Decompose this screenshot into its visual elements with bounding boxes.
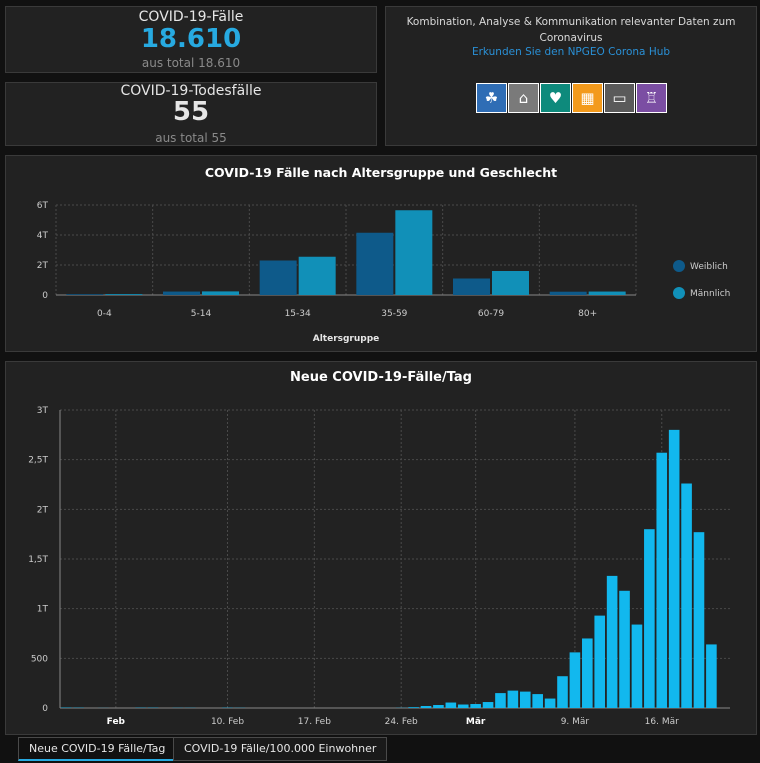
age-ytick-label: 6T <box>37 201 49 211</box>
daily-chart-panel: Neue COVID-19-Fälle/Tag 0 500 1T 1,5T 2T 2,5T… <box>5 361 757 735</box>
daily-ytick-label: 500 <box>31 654 48 664</box>
age-category-label: 80+ <box>578 309 597 319</box>
daily-bar <box>544 698 556 708</box>
daily-bar <box>569 652 581 708</box>
daily-bar <box>519 691 531 708</box>
daily-chart-title: Neue COVID-19-Fälle/Tag <box>290 370 472 385</box>
kpi-cases-panel: COVID-19-Fälle 18.610 aus total 18.610 <box>5 6 377 73</box>
daily-bar <box>408 707 419 708</box>
age-bar-weiblich <box>549 291 587 295</box>
age-ytick-label: 4T <box>37 231 49 241</box>
age-bar-männlich <box>588 291 626 295</box>
kpi-deaths-title: COVID-19-Todesfälle <box>120 83 262 99</box>
age-category-label: 5-14 <box>191 309 212 319</box>
kpi-cases-value: 18.610 <box>140 24 242 54</box>
monument-icon[interactable]: ♖ <box>636 83 667 113</box>
kpi-cases-title: COVID-19-Fälle <box>138 9 244 25</box>
age-bar-weiblich <box>356 232 394 295</box>
age-category-label: 0-4 <box>97 309 112 319</box>
age-bar-männlich <box>395 210 433 295</box>
daily-bar <box>482 702 494 708</box>
age-bar-weiblich <box>66 294 104 295</box>
daily-bar <box>594 615 606 708</box>
daily-bar <box>433 705 444 708</box>
age-category-label: 15-34 <box>285 309 311 319</box>
age-bar-männlich <box>105 294 143 295</box>
daily-xtick-label: 17. Feb <box>298 717 331 727</box>
daily-ytick-label: 3T <box>37 406 49 416</box>
heart-pulse-icon[interactable]: ♥ <box>540 83 571 113</box>
daily-bar <box>619 590 630 708</box>
daily-bar <box>457 704 469 708</box>
daily-bar <box>582 638 593 708</box>
legend-label-männlich: Männlich <box>690 289 730 299</box>
kpi-deaths-panel: COVID-19-Todesfälle 55 aus total 55 <box>5 82 377 146</box>
daily-bar <box>420 706 432 708</box>
age-chart-panel: COVID-19 Fälle nach Altersgruppe und Ges… <box>5 155 757 352</box>
kpi-deaths-subtitle: aus total 55 <box>155 131 227 145</box>
info-text: Kombination, Analyse & Kommunikation rel… <box>406 16 736 44</box>
age-ytick-label: 0 <box>42 291 48 301</box>
daily-bar <box>631 624 643 708</box>
daily-bar <box>495 693 506 708</box>
daily-ytick-label: 0 <box>42 704 48 714</box>
building-map-icon[interactable]: ▦ <box>572 83 603 113</box>
age-bar-weiblich <box>453 278 490 295</box>
daily-bar <box>470 704 481 708</box>
age-bar-männlich <box>202 291 239 295</box>
daily-bar <box>557 676 568 708</box>
daily-ytick-label: 1,5T <box>28 555 48 565</box>
age-x-axis-label: Altersgruppe <box>313 334 380 344</box>
daily-bar <box>507 690 519 708</box>
tab-new-cases-per-day[interactable]: Neue COVID-19 Fälle/Tag <box>18 737 177 761</box>
corona-hub-link[interactable]: Erkunden Sie den NPGEO Corona Hub <box>471 46 671 58</box>
daily-bar <box>693 532 705 708</box>
daily-xtick-label: Mär <box>466 717 486 727</box>
hub-icon-strip: ☘ ⌂ ♥ ▦ ▭ ♖ <box>476 83 667 113</box>
daily-bar <box>644 529 655 708</box>
age-chart-title: COVID-19 Fälle nach Altersgruppe und Ges… <box>204 165 558 180</box>
location-pin-icon[interactable]: ⌂ <box>508 83 539 113</box>
legend-swatch-weiblich <box>673 260 685 272</box>
age-chart: 0 2T 4T 6T 0-4 5-14 15-34 35-59 60-79 80+ Altersgr… <box>37 201 731 344</box>
daily-bar <box>668 429 680 708</box>
kpi-deaths-value: 55 <box>172 97 210 127</box>
daily-bar <box>606 575 618 708</box>
info-panel: Kombination, Analyse & Kommunikation rel… <box>385 6 757 146</box>
tab-bar: Neue COVID-19 Fälle/Tag COVID-19 Fälle/1… <box>0 735 760 763</box>
daily-bar <box>532 694 543 708</box>
daily-chart: 0 500 1T 1,5T 2T 2,5T 3T Feb 10. Feb 17. Feb 24. F… <box>28 406 730 727</box>
age-bar-weiblich <box>163 291 200 295</box>
kpi-cases-subtitle: aus total 18.610 <box>141 56 241 70</box>
tab-cases-per-100k[interactable]: COVID-19 Fälle/100.000 Einwohner <box>173 737 388 761</box>
daily-xtick-label: 10. Feb <box>211 717 244 727</box>
age-bar-weiblich <box>259 260 297 295</box>
age-ytick-label: 2T <box>37 261 49 271</box>
daily-bar <box>681 483 692 708</box>
age-category-label: 35-59 <box>381 309 407 319</box>
daily-bar <box>706 644 717 708</box>
car-icon[interactable]: ▭ <box>604 83 635 113</box>
hands-plant-icon[interactable]: ☘ <box>476 83 507 113</box>
daily-ytick-label: 2,5T <box>28 456 48 466</box>
daily-xtick-label: 16. Mär <box>645 717 679 727</box>
age-bar-männlich <box>298 256 336 295</box>
age-bar-männlich <box>492 271 529 295</box>
daily-bar <box>445 702 457 708</box>
daily-bar <box>656 452 668 708</box>
daily-xtick-label: 24. Feb <box>385 717 418 727</box>
legend-swatch-männlich <box>673 287 685 299</box>
daily-xtick-label: 9. Mär <box>561 717 590 727</box>
legend-label-weiblich: Weiblich <box>690 262 728 272</box>
daily-ytick-label: 2T <box>37 505 49 515</box>
daily-xtick-label: Feb <box>107 717 126 727</box>
age-category-label: 60-79 <box>478 309 504 319</box>
daily-ytick-label: 1T <box>37 605 49 615</box>
